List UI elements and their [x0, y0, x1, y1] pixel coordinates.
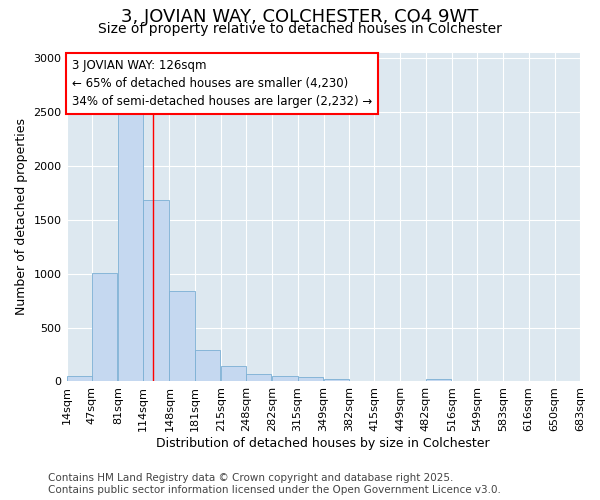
Bar — [221, 366, 246, 382]
Y-axis label: Number of detached properties: Number of detached properties — [15, 118, 28, 316]
Text: 3 JOVIAN WAY: 126sqm
← 65% of detached houses are smaller (4,230)
34% of semi-de: 3 JOVIAN WAY: 126sqm ← 65% of detached h… — [71, 59, 372, 108]
Bar — [323, 380, 349, 382]
Text: Size of property relative to detached houses in Colchester: Size of property relative to detached ho… — [98, 22, 502, 36]
Bar — [298, 376, 323, 382]
Bar — [246, 374, 271, 382]
X-axis label: Distribution of detached houses by size in Colchester: Distribution of detached houses by size … — [157, 437, 490, 450]
Bar — [118, 114, 143, 382]
Bar — [426, 380, 451, 382]
Bar — [92, 272, 117, 382]
Bar — [67, 376, 92, 382]
Bar — [195, 350, 220, 382]
Bar — [272, 376, 298, 382]
Text: Contains HM Land Registry data © Crown copyright and database right 2025.
Contai: Contains HM Land Registry data © Crown c… — [48, 474, 501, 495]
Bar — [349, 381, 374, 382]
Text: 3, JOVIAN WAY, COLCHESTER, CO4 9WT: 3, JOVIAN WAY, COLCHESTER, CO4 9WT — [121, 8, 479, 26]
Bar — [143, 200, 169, 382]
Bar — [169, 291, 195, 382]
